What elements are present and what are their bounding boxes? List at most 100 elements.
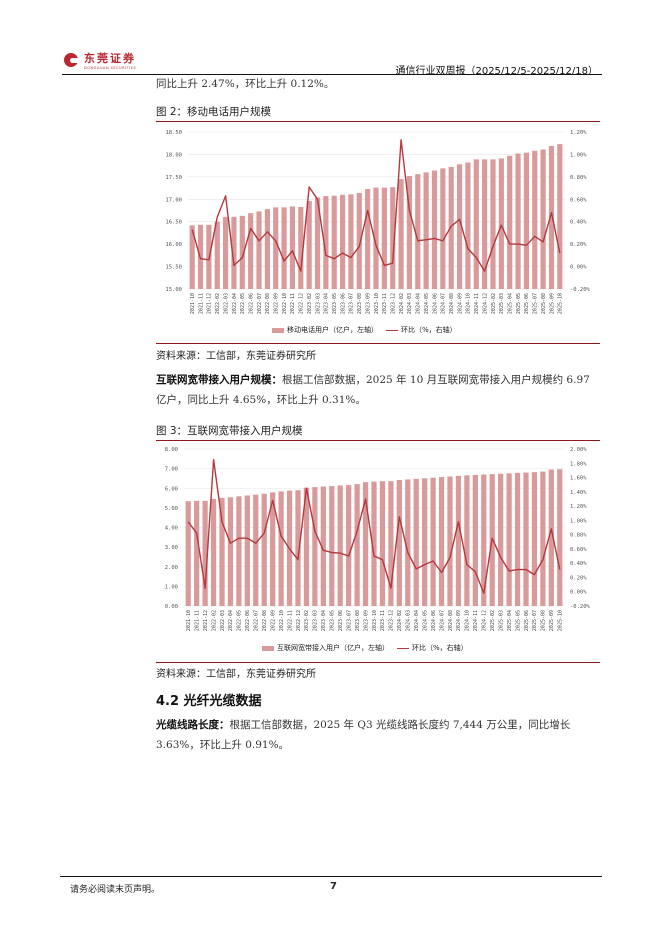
svg-text:1.00%: 1.00% bbox=[570, 518, 587, 524]
figure3-chart: 0.00 1.00 2.00 3.00 4.00 5.00 6.00 7.00 8.00 -0.2… bbox=[156, 443, 600, 641]
svg-text:2022-11: 2022-11 bbox=[290, 293, 296, 314]
legend-bar-label: 移动电话用户（亿户，左轴） bbox=[287, 326, 378, 334]
footer-disclaimer: 请务必阅读末页声明。 bbox=[70, 885, 161, 895]
svg-text:0.00%: 0.00% bbox=[570, 590, 587, 596]
svg-text:-0.20%: -0.20% bbox=[570, 287, 591, 293]
svg-text:2022-08: 2022-08 bbox=[265, 293, 271, 314]
svg-text:18.00: 18.00 bbox=[165, 152, 182, 158]
svg-text:0.80%: 0.80% bbox=[570, 533, 587, 539]
svg-text:2024-08: 2024-08 bbox=[449, 293, 455, 314]
svg-text:0.80%: 0.80% bbox=[570, 175, 587, 181]
svg-text:2021-12: 2021-12 bbox=[203, 610, 209, 631]
svg-text:2023-11: 2023-11 bbox=[382, 293, 388, 314]
svg-text:2024-09: 2024-09 bbox=[457, 293, 463, 314]
legend-line-label: 环比（%，右轴） bbox=[401, 326, 457, 334]
svg-text:2025-09: 2025-09 bbox=[549, 610, 555, 631]
svg-text:1.00: 1.00 bbox=[165, 584, 178, 590]
svg-text:2025-03: 2025-03 bbox=[498, 610, 504, 631]
svg-text:2023-02: 2023-02 bbox=[307, 293, 313, 314]
svg-text:2025-06: 2025-06 bbox=[524, 293, 530, 314]
svg-text:0.40%: 0.40% bbox=[570, 561, 587, 567]
intro-paragraph: 同比上升 2.47%，环比上升 0.12%。 bbox=[156, 78, 335, 90]
svg-text:2022-10: 2022-10 bbox=[279, 610, 285, 631]
svg-text:1.20%: 1.20% bbox=[570, 130, 587, 136]
svg-text:2.00%: 2.00% bbox=[570, 447, 587, 453]
svg-text:17.50: 17.50 bbox=[165, 175, 182, 181]
svg-text:1.20%: 1.20% bbox=[570, 504, 587, 510]
svg-text:2023-09: 2023-09 bbox=[365, 293, 371, 314]
legend-bar-label: 互联网宽带接入用户（亿户，左轴） bbox=[277, 644, 389, 652]
svg-text:2025-04: 2025-04 bbox=[507, 610, 513, 631]
cable-paragraph: 光缆线路长度：根据工信部数据，2025 年 Q3 光缆线路长度约 7,444 万… bbox=[156, 715, 600, 755]
figure2-legend: 移动电话用户（亿户，左轴） 环比（%，右轴） bbox=[272, 325, 457, 335]
logo-en-text: DONGGUAN SECURITIES bbox=[84, 66, 137, 70]
svg-text:0.00%: 0.00% bbox=[570, 265, 587, 271]
svg-text:2022-06: 2022-06 bbox=[245, 610, 251, 631]
svg-text:2025-04: 2025-04 bbox=[507, 293, 513, 314]
svg-text:2021-11: 2021-11 bbox=[194, 610, 200, 631]
svg-text:2024-05: 2024-05 bbox=[422, 610, 428, 631]
svg-text:2023-03: 2023-03 bbox=[315, 293, 321, 314]
figure3-bottom-rule bbox=[156, 662, 600, 663]
svg-text:2024-06: 2024-06 bbox=[431, 610, 437, 631]
svg-text:2024-07: 2024-07 bbox=[439, 610, 445, 631]
svg-text:2022-05: 2022-05 bbox=[237, 610, 243, 631]
svg-text:2023-06: 2023-06 bbox=[338, 610, 344, 631]
svg-text:2025-08: 2025-08 bbox=[541, 610, 547, 631]
svg-text:2022-03: 2022-03 bbox=[223, 293, 229, 314]
svg-text:0.20%: 0.20% bbox=[570, 242, 587, 248]
svg-text:15.00: 15.00 bbox=[165, 287, 182, 293]
figure3-legend: 互联网宽带接入用户（亿户，左轴） 环比（%，右轴） bbox=[262, 643, 468, 653]
svg-text:2025-02: 2025-02 bbox=[491, 293, 497, 314]
svg-text:2.00: 2.00 bbox=[165, 565, 178, 571]
svg-text:1.60%: 1.60% bbox=[570, 476, 587, 482]
figure3-title: 图 3：互联网宽带接入用户规模 bbox=[156, 425, 303, 437]
svg-text:2025-08: 2025-08 bbox=[541, 293, 547, 314]
broadband-paragraph: 互联网宽带接入用户规模：根据工信部数据，2025 年 10 月互联网宽带接入用户… bbox=[156, 370, 600, 410]
svg-text:2022-07: 2022-07 bbox=[254, 610, 260, 631]
figure2-chart: 15.00 15.50 16.00 16.50 17.00 17.50 18.00 18.50… bbox=[156, 124, 600, 324]
svg-text:2024-02: 2024-02 bbox=[397, 610, 403, 631]
svg-text:2022-02: 2022-02 bbox=[211, 610, 217, 631]
legend-line-swatch bbox=[386, 329, 398, 331]
figure2-top-rule bbox=[156, 121, 600, 122]
svg-text:2023-08: 2023-08 bbox=[355, 610, 361, 631]
svg-text:0.20%: 0.20% bbox=[570, 575, 587, 581]
svg-text:2023-03: 2023-03 bbox=[313, 610, 319, 631]
svg-text:2022-08: 2022-08 bbox=[262, 610, 268, 631]
svg-text:2024-11: 2024-11 bbox=[473, 610, 479, 631]
svg-text:-0.20%: -0.20% bbox=[570, 604, 591, 610]
report-title: 通信行业双周报（2025/12/5-2025/12/18） bbox=[395, 66, 598, 77]
svg-text:2025-06: 2025-06 bbox=[524, 610, 530, 631]
svg-text:4.00: 4.00 bbox=[165, 526, 178, 532]
svg-text:1.80%: 1.80% bbox=[570, 461, 587, 467]
svg-text:2024-05: 2024-05 bbox=[424, 293, 430, 314]
svg-text:2023-10: 2023-10 bbox=[374, 293, 380, 314]
svg-text:7.00: 7.00 bbox=[165, 467, 178, 473]
svg-text:2021-12: 2021-12 bbox=[207, 293, 213, 314]
svg-text:1.40%: 1.40% bbox=[570, 490, 587, 496]
svg-text:0.60%: 0.60% bbox=[570, 547, 587, 553]
svg-text:2024-07: 2024-07 bbox=[441, 293, 447, 314]
svg-text:2023-02: 2023-02 bbox=[304, 610, 310, 631]
svg-text:2022-06: 2022-06 bbox=[248, 293, 254, 314]
svg-text:18.50: 18.50 bbox=[165, 130, 182, 136]
svg-text:2023-10: 2023-10 bbox=[372, 610, 378, 631]
svg-text:2024-09: 2024-09 bbox=[456, 610, 462, 631]
svg-text:2025-03: 2025-03 bbox=[499, 293, 505, 314]
broadband-label: 互联网宽带接入用户规模： bbox=[156, 374, 282, 386]
svg-text:2023-06: 2023-06 bbox=[340, 293, 346, 314]
svg-text:2024-12: 2024-12 bbox=[482, 610, 488, 631]
svg-text:2023-05: 2023-05 bbox=[332, 293, 338, 314]
svg-text:2022-04: 2022-04 bbox=[232, 293, 238, 314]
svg-text:2025-10: 2025-10 bbox=[558, 293, 564, 314]
svg-text:2023-08: 2023-08 bbox=[357, 293, 363, 314]
svg-text:17.00: 17.00 bbox=[165, 197, 182, 203]
svg-text:0.40%: 0.40% bbox=[570, 220, 587, 226]
svg-text:2022-12: 2022-12 bbox=[299, 293, 305, 314]
broadband-text: 根据工信部数据，2025 年 10 月互联网宽带接入用户规模约 6.97 亿户，… bbox=[156, 374, 590, 406]
svg-text:2024-10: 2024-10 bbox=[466, 293, 472, 314]
svg-text:15.50: 15.50 bbox=[165, 265, 182, 271]
svg-text:0.60%: 0.60% bbox=[570, 197, 587, 203]
svg-text:2022-09: 2022-09 bbox=[274, 293, 280, 314]
